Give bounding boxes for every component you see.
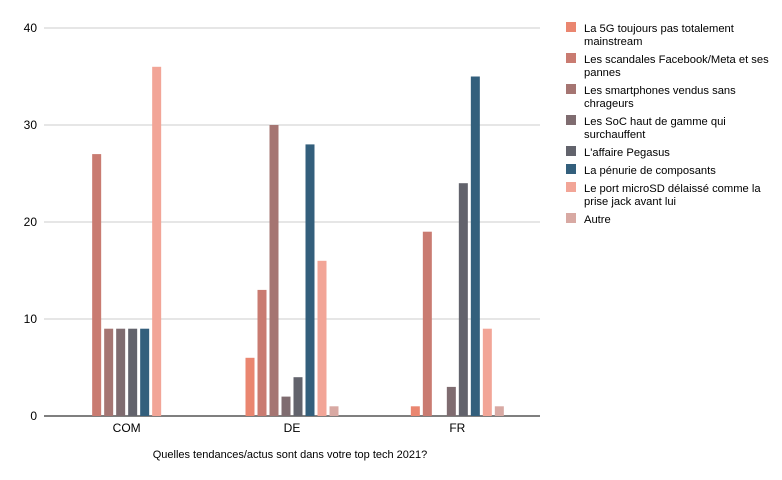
y-tick-label: 40 [24, 21, 38, 35]
bar [116, 328, 126, 416]
y-tick-label: 20 [24, 215, 38, 229]
bar [257, 289, 267, 416]
legend-label: L'affaire Pegasus [584, 147, 670, 159]
bar [92, 154, 102, 416]
bar [269, 125, 279, 416]
legend: La 5G toujours pas totalement mainstream L… [566, 22, 769, 226]
bar [494, 406, 504, 416]
legend-swatch [566, 115, 576, 125]
y-tick-label: 10 [24, 312, 38, 326]
bar [446, 386, 456, 416]
legend-swatch [566, 53, 576, 63]
bar [152, 66, 162, 417]
bar [458, 183, 468, 416]
legend-item: La pénurie de composants [566, 164, 716, 177]
bar [104, 328, 114, 416]
bars [92, 66, 504, 417]
x-tick-label: DE [284, 421, 301, 435]
bar [245, 357, 255, 416]
x-axis-label: Quelles tendances/actus sont dans votre … [153, 449, 428, 461]
bar [281, 396, 291, 416]
legend-label: Les SoC haut de gamme qui surchauffent [584, 116, 726, 141]
legend-label: Autre [584, 214, 611, 226]
legend-swatch [566, 84, 576, 94]
x-axis-ticks: COM DE FR [113, 421, 466, 435]
legend-item: Le port microSD délaissé comme la prise j… [566, 182, 761, 208]
legend-swatch [566, 146, 576, 156]
legend-swatch [566, 22, 576, 32]
bar [422, 231, 432, 416]
bar [128, 328, 138, 416]
bar [317, 260, 327, 416]
bar [305, 144, 315, 416]
legend-swatch [566, 164, 576, 174]
legend-swatch [566, 213, 576, 223]
x-tick-label: COM [113, 421, 141, 435]
legend-label: Les scandales Facebook/Meta et ses pannes [584, 54, 769, 79]
y-tick-label: 0 [30, 409, 37, 423]
legend-item: L'affaire Pegasus [566, 146, 670, 159]
bar [482, 328, 492, 416]
legend-label: Les smartphones vendus sans chrageurs [584, 85, 736, 110]
legend-item: Autre [566, 213, 611, 226]
legend-item: La 5G toujours pas totalement mainstream [566, 22, 735, 48]
bar [329, 406, 339, 416]
bar [140, 328, 150, 416]
bar [470, 76, 480, 416]
legend-swatch [566, 182, 576, 192]
bar [410, 406, 420, 416]
legend-label: Le port microSD délaissé comme la prise j… [584, 183, 761, 208]
y-tick-label: 30 [24, 118, 38, 132]
legend-item: Les smartphones vendus sans chrageurs [566, 84, 736, 110]
legend-item: Les scandales Facebook/Meta et ses pannes [566, 53, 769, 79]
y-axis-ticks: 0 10 20 30 40 [24, 21, 38, 423]
legend-item: Les SoC haut de gamme qui surchauffent [566, 115, 726, 141]
x-tick-label: FR [449, 421, 465, 435]
legend-label: La pénurie de composants [584, 165, 716, 177]
legend-label: La 5G toujours pas totalement mainstream [584, 23, 735, 48]
grid-lines [44, 27, 540, 417]
bar [293, 377, 303, 416]
